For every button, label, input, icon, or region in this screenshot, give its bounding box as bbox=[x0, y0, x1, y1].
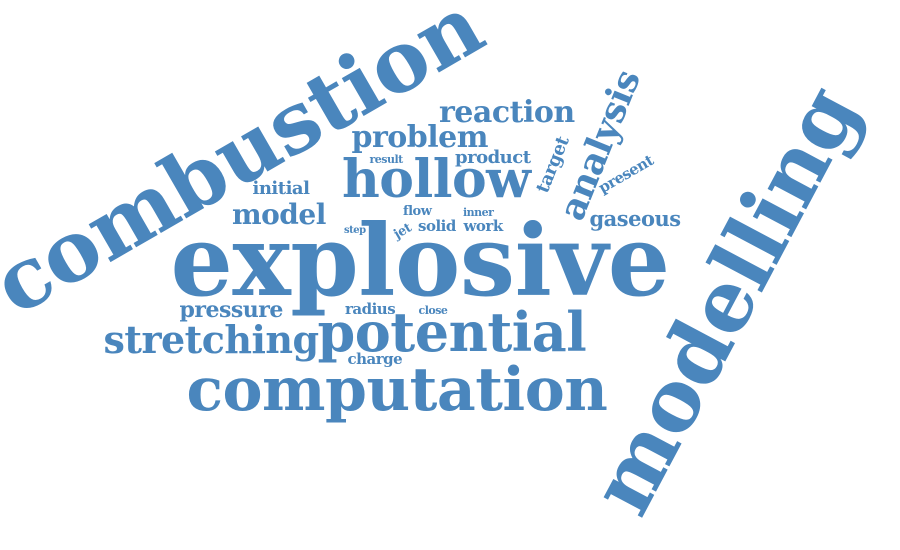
word-close: close bbox=[418, 303, 448, 317]
word-hollow: hollow bbox=[342, 149, 531, 210]
word-radius: radius bbox=[345, 299, 396, 318]
word-model: model bbox=[232, 198, 326, 231]
word-reaction: reaction bbox=[439, 95, 575, 130]
word-potential: potential bbox=[317, 300, 587, 364]
word-gaseous: gaseous bbox=[589, 205, 682, 231]
word-solid: solid bbox=[418, 216, 456, 235]
word-stretching: stretching bbox=[103, 317, 320, 362]
word-explosive: explosive bbox=[170, 204, 671, 319]
word-computation: computation bbox=[186, 355, 608, 425]
word-flow: flow bbox=[403, 203, 432, 219]
word-charge: charge bbox=[347, 349, 403, 368]
word-work: work bbox=[463, 216, 504, 235]
word-product: product bbox=[455, 147, 531, 168]
word-inner: inner bbox=[463, 205, 494, 219]
word-problem: problem bbox=[351, 120, 489, 155]
word-step: step bbox=[344, 225, 366, 236]
word-initial: initial bbox=[252, 178, 310, 199]
word-result: result bbox=[369, 152, 404, 166]
word-pressure: pressure bbox=[179, 297, 284, 323]
